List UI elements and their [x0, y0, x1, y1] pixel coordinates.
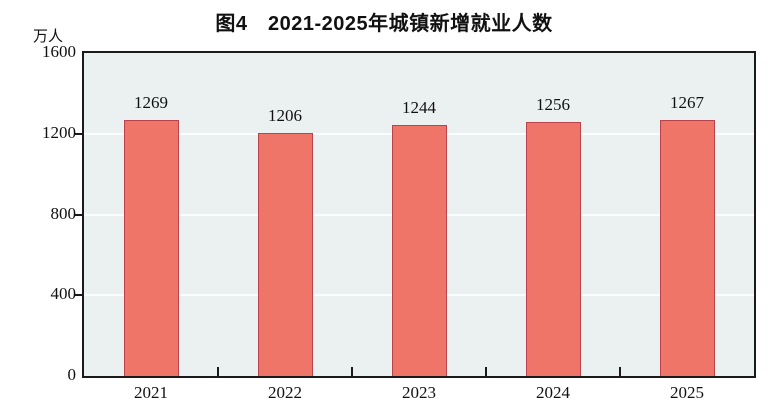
y-axis-tick: [75, 294, 82, 297]
bar-2022: [257, 132, 313, 376]
y-tick-label: 400: [50, 284, 77, 304]
x-tick-label: 2025: [670, 383, 704, 402]
bar-2024: [525, 122, 581, 376]
y-tick-label: 1600: [42, 42, 76, 61]
bar-2025: [659, 120, 715, 376]
y-axis-unit-label: 万人: [33, 28, 64, 45]
bar-2021: [123, 119, 179, 376]
x-axis-tick: [351, 367, 353, 376]
x-axis-tick: [619, 367, 621, 376]
y-tick-label: 1200: [42, 122, 76, 142]
bar-value-label: 1267: [670, 93, 704, 113]
chart-title: 图4 2021-2025年城镇新增就业人数: [215, 13, 553, 35]
bar-value-label: 1206: [268, 105, 302, 125]
bar-value-label: 1269: [134, 92, 168, 112]
y-tick-label: 0: [67, 365, 77, 384]
y-axis-tick: [75, 132, 82, 135]
x-axis-tick: [485, 367, 487, 376]
x-axis-tick: [217, 367, 219, 376]
plot-area: 1269 1206 1244 1256 1267: [82, 51, 756, 378]
bar-value-label: 1256: [536, 95, 570, 115]
bar-2023: [391, 124, 447, 376]
bar-value-label: 1244: [402, 97, 436, 117]
y-tick-label: 800: [50, 203, 77, 223]
x-tick-label: 2023: [402, 383, 436, 402]
x-tick-label: 2024: [536, 383, 570, 402]
x-tick-label: 2021: [134, 383, 168, 402]
y-axis-tick: [75, 213, 82, 216]
x-tick-label: 2022: [268, 383, 302, 402]
